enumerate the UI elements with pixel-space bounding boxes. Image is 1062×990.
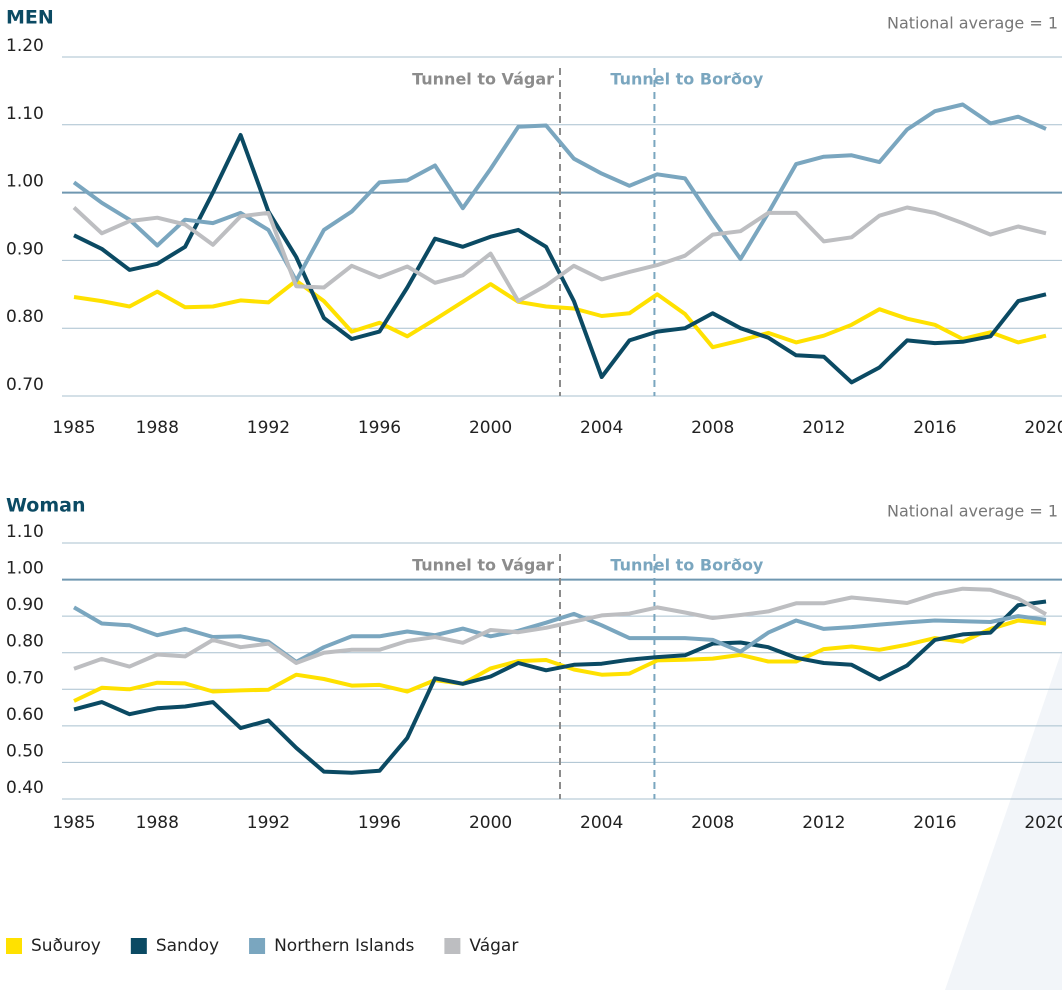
- x-tick-label: 2020: [1024, 418, 1062, 438]
- x-tick-label: 2000: [469, 418, 512, 438]
- x-tick-label: 2000: [469, 813, 512, 833]
- y-tick-label: 1.20: [6, 36, 44, 56]
- legend-swatch: [444, 938, 461, 954]
- legend-swatch: [249, 938, 266, 954]
- series-line: Vágar: [72, 205, 1047, 304]
- x-tick-label: 2016: [913, 418, 956, 438]
- note: National average = 1: [887, 502, 1058, 521]
- x-tick-label: 2004: [580, 813, 623, 833]
- x-tick-label: 2020: [1024, 813, 1062, 833]
- x-tick-label: 1988: [136, 813, 179, 833]
- x-tick-label: 2012: [802, 813, 845, 833]
- x-tick-label: 2008: [691, 418, 734, 438]
- x-tick-label: 1988: [136, 418, 179, 438]
- x-tick-label: 1985: [52, 813, 95, 833]
- legend-swatch: [130, 938, 147, 954]
- x-tick-label: 1996: [358, 418, 401, 438]
- x-tick-label: 1992: [247, 813, 290, 833]
- y-tick-label: 0.80: [6, 307, 44, 327]
- y-tick-label: 0.80: [6, 632, 44, 652]
- y-tick-label: 1.00: [6, 172, 44, 192]
- legend-label: Vágar: [469, 936, 518, 956]
- x-tick-label: 1996: [358, 813, 401, 833]
- annotation-label: Tunnel to Borðoy: [610, 556, 764, 575]
- series-line: Vágar: [73, 586, 1047, 671]
- annotation-label: Tunnel to Borðoy: [610, 70, 764, 89]
- decor: [945, 650, 1062, 990]
- y-tick-label: 0.60: [6, 705, 44, 725]
- y-tick-label: 0.90: [6, 595, 44, 615]
- series-line: Northern Islands: [72, 605, 1047, 664]
- series-line: Northern Islands: [72, 102, 1047, 283]
- legend-label: Suðuroy: [31, 936, 101, 956]
- x-tick-label: 1992: [247, 418, 290, 438]
- legend-swatch: [6, 938, 22, 954]
- x-tick-label: 2008: [691, 813, 734, 833]
- y-tick-label: 0.70: [6, 375, 44, 395]
- legend-label: Northern Islands: [274, 936, 414, 956]
- chart-title: MEN: [6, 7, 54, 29]
- series-line: Sandoy: [73, 599, 1047, 775]
- y-tick-label: 0.40: [6, 778, 44, 798]
- y-tick-label: 1.10: [6, 522, 44, 542]
- y-tick-label: 0.70: [6, 668, 44, 688]
- y-tick-label: 0.50: [6, 741, 44, 761]
- x-tick-label: 1985: [52, 418, 95, 438]
- x-tick-label: 2004: [580, 418, 623, 438]
- annotation-label: Tunnel to Vágar: [412, 556, 554, 575]
- annotation-label: Tunnel to Vágar: [412, 70, 554, 89]
- series-line: Suðuroy: [73, 618, 1047, 703]
- x-tick-label: 2016: [913, 813, 956, 833]
- y-tick-label: 1.00: [6, 559, 44, 579]
- series-line: Suðuroy: [73, 278, 1047, 350]
- y-tick-label: 0.90: [6, 239, 44, 259]
- y-tick-label: 1.10: [6, 104, 44, 124]
- legend-label: Sandoy: [156, 936, 219, 956]
- chart-title: Woman: [6, 495, 85, 517]
- x-tick-label: 2012: [802, 418, 845, 438]
- note: National average = 1: [887, 14, 1058, 33]
